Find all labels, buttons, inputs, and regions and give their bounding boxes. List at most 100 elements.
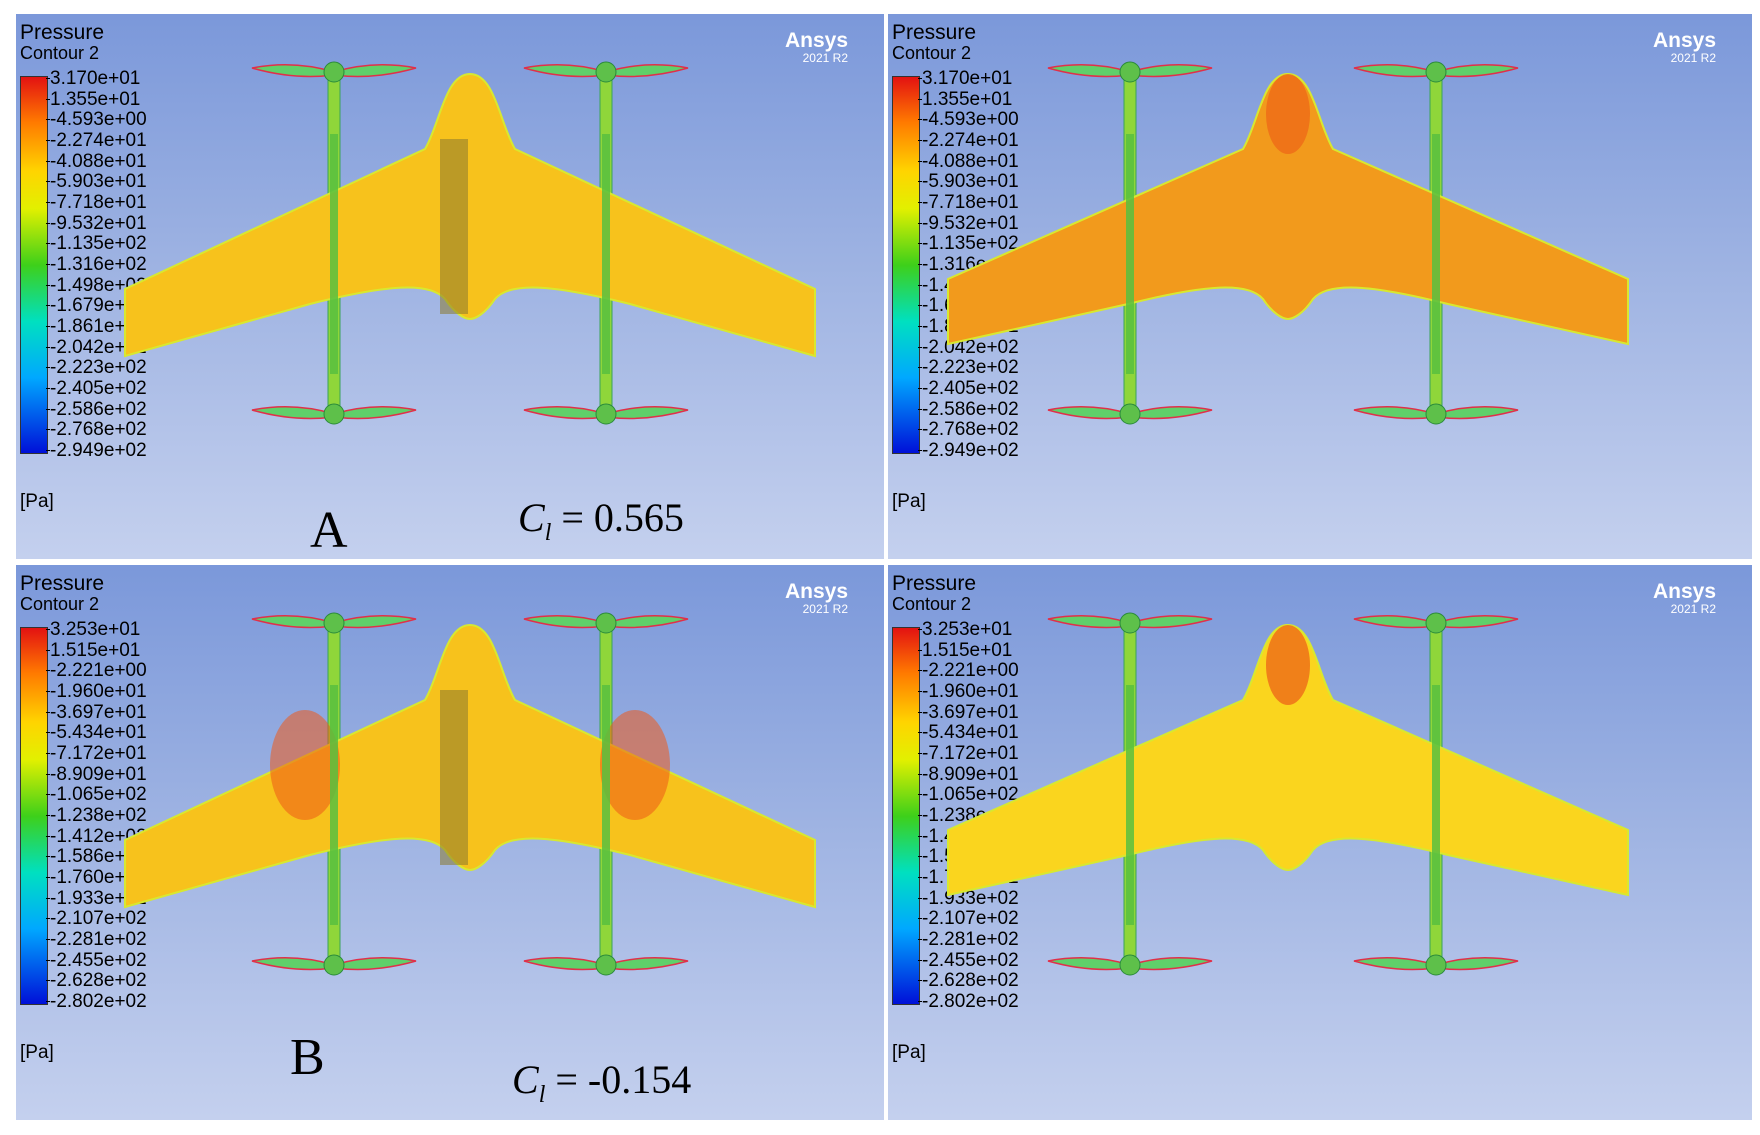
legend-tick-label: -4.593e+00 [918, 109, 1019, 131]
legend-tick-label: -2.042e+02 [918, 336, 1019, 358]
legend-tick-label: -2.768e+02 [918, 419, 1019, 441]
propeller-hub [1119, 61, 1141, 83]
legend-tick-label: -2.949e+02 [918, 440, 1019, 461]
legend-tick-label: -2.274e+01 [46, 130, 147, 151]
boom-over-wing [1432, 134, 1440, 374]
propeller-hub [595, 612, 617, 634]
propeller-hub [595, 403, 617, 425]
ansys-logo: Ansys [784, 580, 848, 603]
ansys-version: 2021 R2 [802, 51, 848, 65]
panel-subtitle: Contour 2 [892, 43, 972, 63]
legend-tick-label: -2.107e+02 [918, 908, 1019, 930]
legend-tick-label: -1.760e+02 [46, 867, 147, 888]
boom-over-wing [1126, 685, 1134, 925]
legend-tick-label: -3.697e+01 [46, 701, 147, 723]
color-legend-bar [20, 627, 48, 1005]
propeller-hub [1425, 612, 1447, 634]
propeller-blade [1353, 957, 1519, 971]
boom-over-wing [1126, 134, 1134, 374]
lift-coefficient-a: Cl = 0.565 [518, 498, 684, 553]
legend-tick-label: -2.223e+02 [918, 357, 1019, 379]
legend-tick-label: 3.253e+01 [45, 619, 141, 640]
legend-tick-label: -5.903e+01 [46, 171, 147, 193]
legend-tick-label: -2.628e+02 [46, 970, 147, 992]
contour-panel-a-bottom-view: Pressure Contour 2 Ansys 2021 R2 3.170e+… [888, 14, 1752, 559]
coef-equals: = [545, 1057, 588, 1102]
propeller-blade [523, 615, 689, 629]
propeller-hub [1425, 954, 1447, 976]
legend-tick-label: -8.909e+01 [46, 763, 147, 785]
legend-tick-label: -1.960e+01 [46, 681, 147, 702]
coef-symbol: C [512, 1057, 539, 1102]
color-legend-bar [20, 76, 48, 454]
panel-title: Pressure [20, 572, 105, 595]
legend-tick-label: -9.532e+01 [46, 212, 147, 234]
aircraft-group [124, 61, 816, 425]
legend-tick-label: -2.107e+02 [46, 908, 147, 930]
legend-tick-label: -1.412e+02 [46, 825, 147, 847]
color-legend-bar [892, 76, 920, 454]
legend-tick-label: -2.586e+02 [918, 398, 1019, 420]
legend-tick-label: -2.221e+00 [918, 660, 1019, 682]
legend-tick-label: -5.903e+01 [918, 171, 1019, 193]
ansys-logo: Ansys [784, 29, 848, 52]
propeller-blade [251, 64, 417, 78]
legend-tick-label: -7.718e+01 [46, 192, 147, 213]
legend-tick-label: -1.679e+02 [46, 295, 147, 317]
nose-shading [1266, 625, 1310, 705]
panel-subtitle: Contour 2 [20, 43, 100, 63]
propeller-hub [323, 612, 345, 634]
label-b: B [290, 1029, 325, 1086]
panel-title: Pressure [892, 21, 977, 44]
legend-tick-label: -1.135e+02 [918, 233, 1019, 255]
legend-tick-label: -2.274e+01 [918, 130, 1019, 151]
legend-tick-label: 3.253e+01 [917, 619, 1013, 640]
legend-tick-label: -8.909e+01 [918, 763, 1019, 785]
boom-over-wing [1432, 685, 1440, 925]
legend-tick-label: -7.172e+01 [46, 743, 147, 764]
legend-tick-label: -2.405e+02 [918, 378, 1019, 399]
aircraft-group [947, 61, 1629, 425]
legend-tick-label: 1.515e+01 [917, 639, 1013, 661]
legend-tick-label: 1.515e+01 [45, 639, 141, 661]
aircraft-group [124, 612, 816, 976]
legend-tick-label: -2.455e+02 [918, 949, 1019, 971]
flying-wing-body [947, 72, 1629, 346]
legend-tick-label: -2.042e+02 [46, 336, 147, 358]
legend-tick-label: -2.221e+00 [46, 660, 147, 682]
propeller-blade [523, 64, 689, 78]
ansys-version: 2021 R2 [1670, 51, 1716, 65]
panel-title: Pressure [20, 21, 105, 44]
legend-tick-label: -2.586e+02 [46, 398, 147, 420]
legend-tick-label: -7.172e+01 [918, 743, 1019, 764]
propeller-blade [1353, 406, 1519, 420]
legend-tick-label: 3.170e+01 [917, 68, 1013, 89]
coef-symbol: C [518, 495, 545, 540]
ansys-logo: Ansys [1652, 29, 1716, 52]
legend-tick-label: -2.628e+02 [918, 970, 1019, 992]
propeller-hub [1425, 403, 1447, 425]
panel-subtitle: Contour 2 [20, 594, 100, 614]
legend-unit: [Pa] [20, 491, 54, 512]
legend-tick-label: -1.065e+02 [46, 784, 147, 806]
legend-tick-label: 3.170e+01 [45, 68, 141, 89]
propeller-blade [523, 406, 689, 420]
legend-tick-label: -2.802e+02 [918, 991, 1019, 1012]
color-legend-bar [892, 627, 920, 1005]
aircraft-surface [947, 612, 1629, 976]
propeller-blade [1047, 615, 1213, 629]
boom-over-wing [602, 134, 610, 374]
ansys-version: 2021 R2 [802, 602, 848, 616]
legend-tick-label: -2.405e+02 [46, 378, 147, 399]
propeller-hub [323, 61, 345, 83]
propeller-hub [595, 954, 617, 976]
aircraft-surface [124, 61, 816, 425]
aircraft-surface [947, 61, 1629, 425]
legend-tick-label: -7.718e+01 [918, 192, 1019, 213]
coef-subscript: l [544, 520, 552, 546]
propeller-hub [1119, 954, 1141, 976]
legend-unit: [Pa] [892, 491, 926, 512]
fuselage-shading [440, 139, 468, 314]
boom-over-wing [330, 134, 338, 374]
propeller-blade [523, 957, 689, 971]
